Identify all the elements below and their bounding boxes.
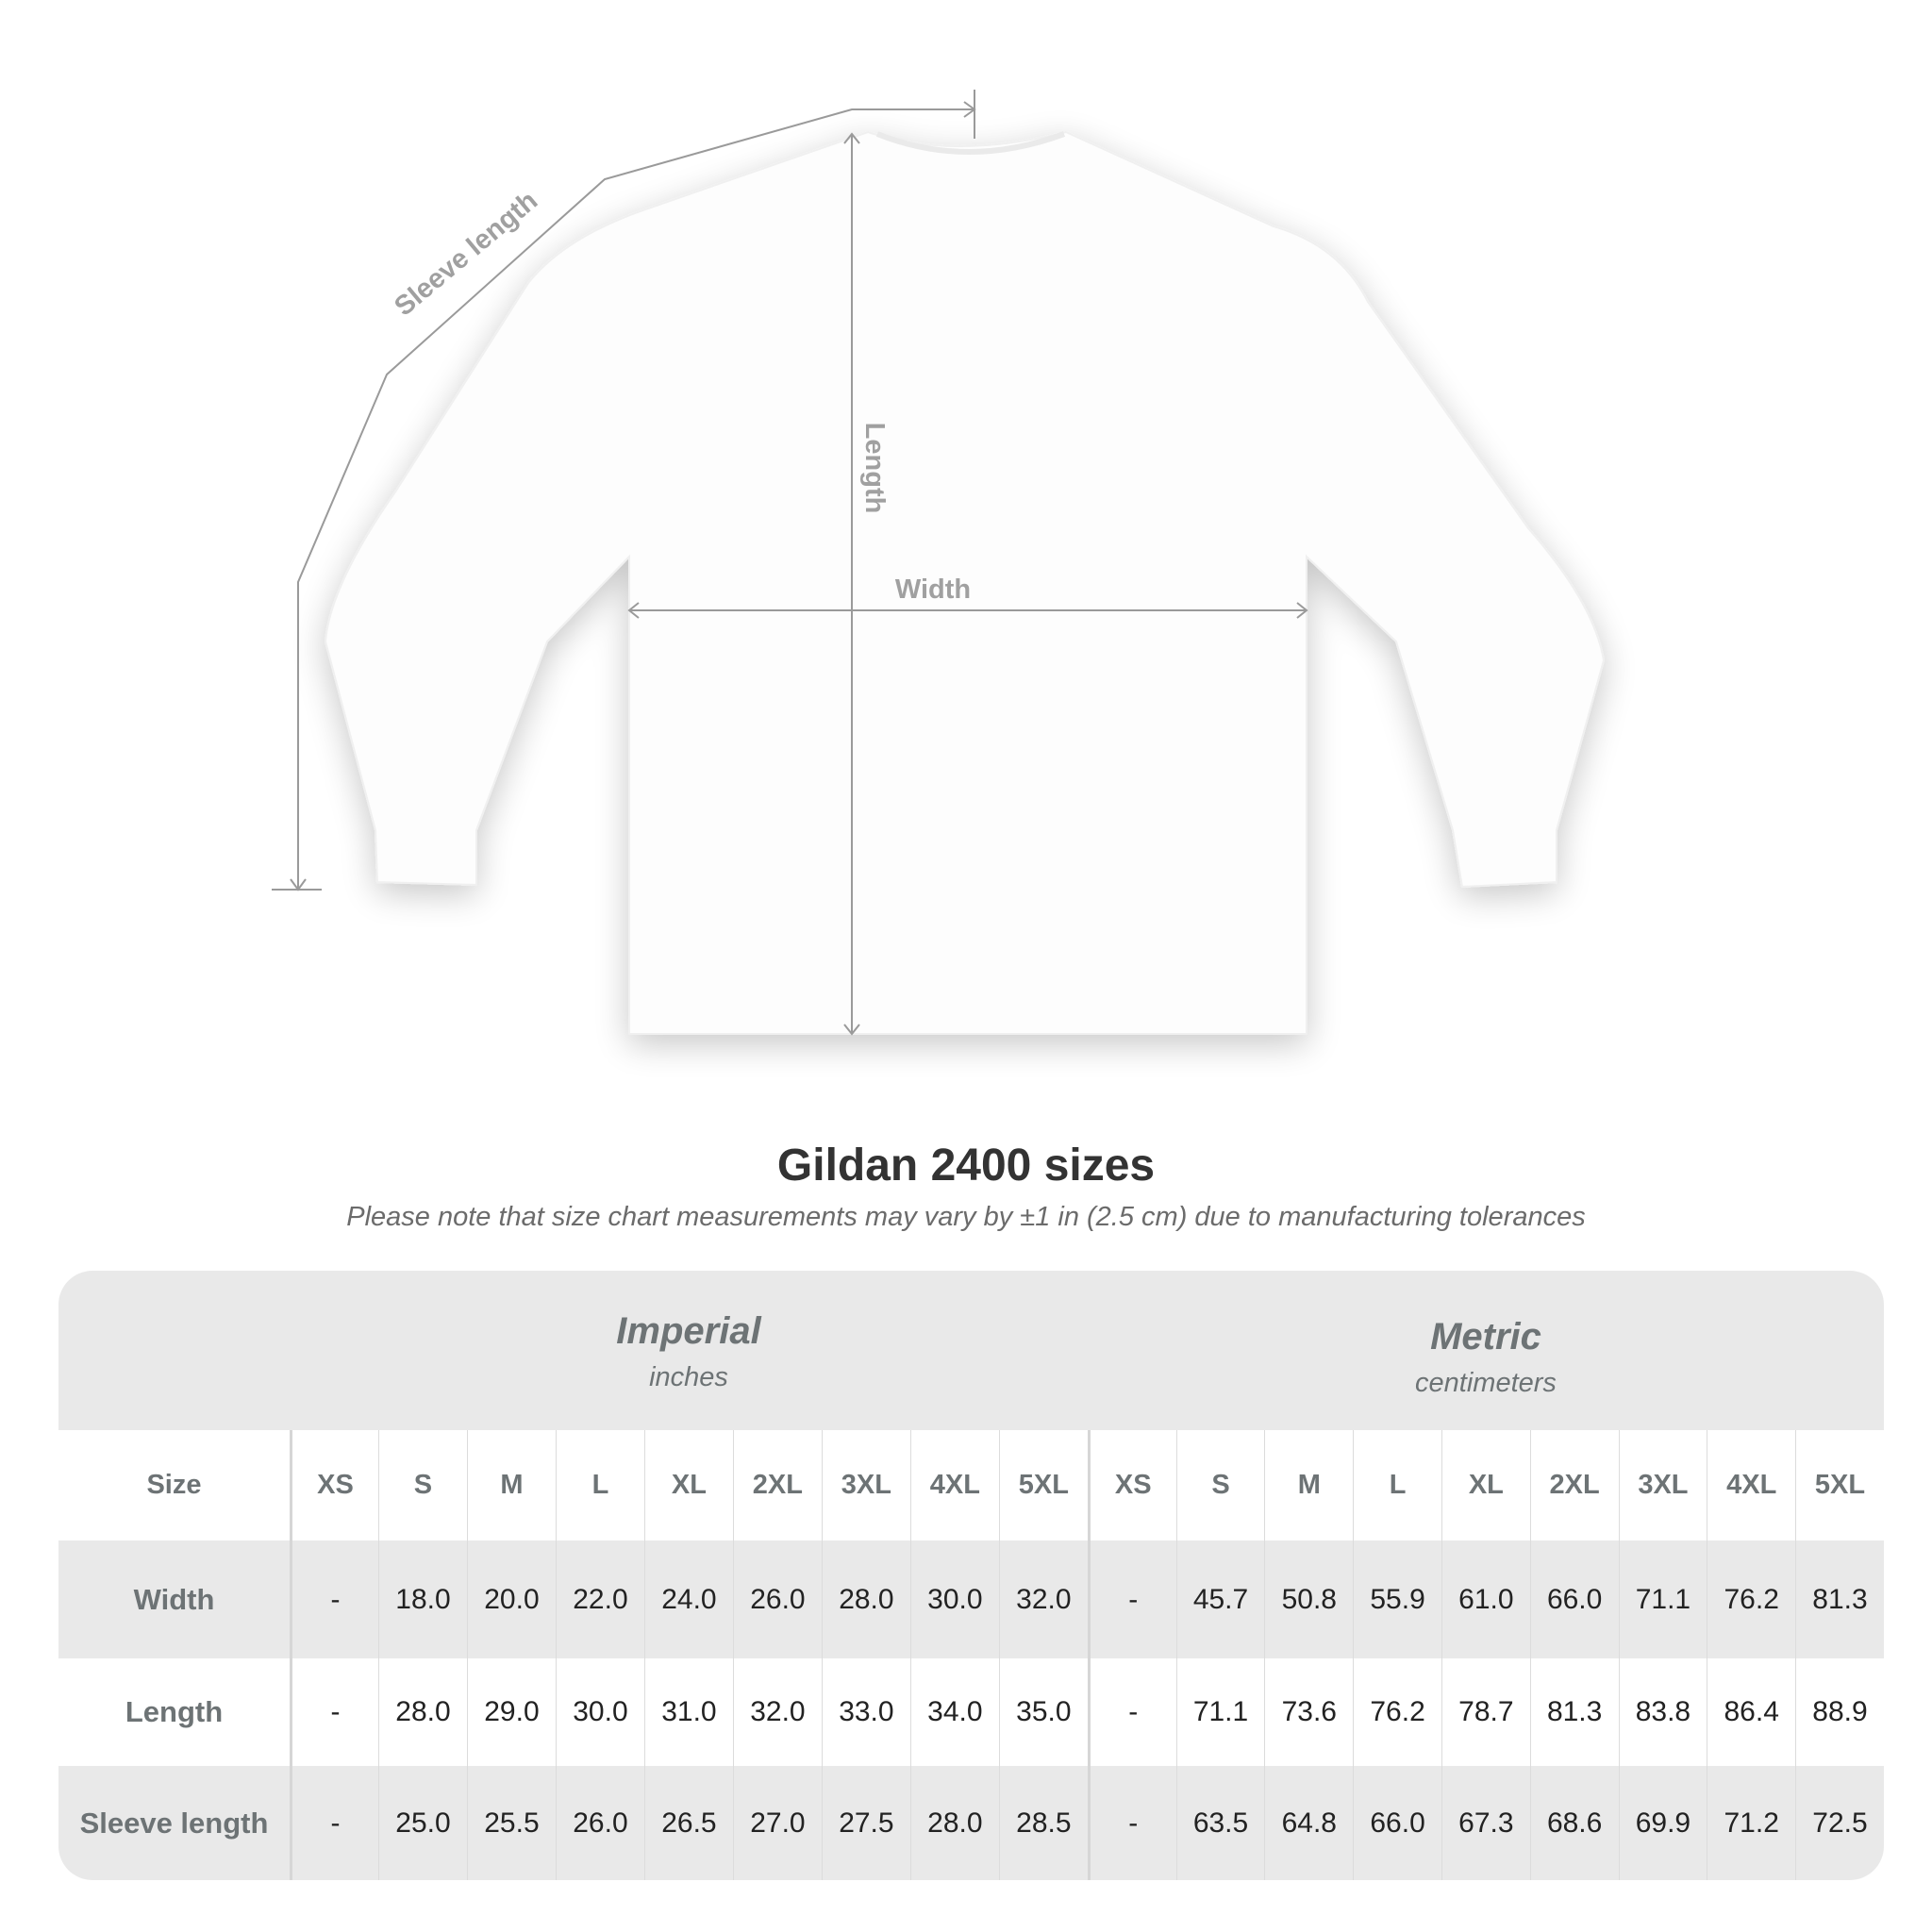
size-column-header: 3XL [1618, 1430, 1707, 1541]
table-cell: 29.0 [466, 1658, 556, 1766]
table-cell: 55.9 [1353, 1541, 1441, 1658]
size-column-header: 2XL [1529, 1430, 1619, 1541]
size-column-header: 4XL [1707, 1430, 1795, 1541]
table-cell: - [289, 1766, 378, 1880]
table-cell: 73.6 [1264, 1658, 1353, 1766]
table-cell: 67.3 [1441, 1766, 1530, 1880]
table-cell: 35.0 [998, 1658, 1088, 1766]
table-cell: 18.0 [377, 1541, 467, 1658]
table-cell: 86.4 [1707, 1658, 1795, 1766]
row-label: Width [133, 1582, 215, 1616]
table-cell: - [1087, 1541, 1176, 1658]
width-label: Width [895, 575, 971, 605]
table-cell: 61.0 [1441, 1541, 1530, 1658]
table-cell: 66.0 [1353, 1766, 1441, 1880]
table-cell: 81.3 [1795, 1541, 1884, 1658]
imperial-unit: inches [649, 1362, 728, 1392]
metric-unit: centimeters [1415, 1368, 1557, 1398]
length-label: Length [859, 423, 890, 514]
table-cell: 22.0 [555, 1541, 644, 1658]
metric-title: Metric [1430, 1316, 1541, 1357]
table-cell: 66.0 [1529, 1541, 1619, 1658]
size-column-header: L [555, 1430, 644, 1541]
imperial-title: Imperial [616, 1310, 761, 1352]
table-cell: 83.8 [1618, 1658, 1707, 1766]
size-column-header: 5XL [998, 1430, 1088, 1541]
size-column-header: XS [1087, 1430, 1176, 1541]
table-cell: 81.3 [1529, 1658, 1619, 1766]
size-column-header: S [377, 1430, 467, 1541]
size-column-header: M [466, 1430, 556, 1541]
table-cell: 26.5 [643, 1766, 733, 1880]
table-cell: 50.8 [1264, 1541, 1353, 1658]
table-cell: 76.2 [1353, 1658, 1441, 1766]
table-cell: - [289, 1658, 378, 1766]
table-cell: 76.2 [1707, 1541, 1795, 1658]
table-cell: 78.7 [1441, 1658, 1530, 1766]
table-cell: 63.5 [1175, 1766, 1265, 1880]
table-cell: 71.2 [1707, 1766, 1795, 1880]
size-column-header: S [1175, 1430, 1265, 1541]
long-sleeve-shirt [324, 130, 1606, 1035]
size-column-header: 4XL [909, 1430, 999, 1541]
table-cell: 26.0 [732, 1541, 822, 1658]
page-title: Gildan 2400 sizes [776, 1141, 1156, 1191]
table-cell: - [1087, 1658, 1176, 1766]
table-row: Width -18.0 20.0 22.0 24.0 26.0 28.0 30.0 32.0-4… [58, 1541, 1884, 1658]
table-cell: 71.1 [1618, 1541, 1707, 1658]
table-cell: 68.6 [1529, 1766, 1619, 1880]
table-cell: 69.9 [1618, 1766, 1707, 1880]
table-cell: 30.0 [555, 1658, 644, 1766]
table-cell: 28.5 [998, 1766, 1088, 1880]
size-column-header: XS [289, 1430, 378, 1541]
size-column-header: XL [643, 1430, 733, 1541]
table-cell: 30.0 [909, 1541, 999, 1658]
table-cell: 72.5 [1795, 1766, 1884, 1880]
table-row: Sleeve length -25.0 25.5 26.0 26.5 27.0 27.5 28… [58, 1766, 1884, 1880]
table-cell: 31.0 [643, 1658, 733, 1766]
table-cell: 32.0 [732, 1658, 822, 1766]
table-cell: 34.0 [909, 1658, 999, 1766]
size-header-row: Size XS S M L XL 2XL 3XL 4XL 5XL XS S M L XL 2XL 3XL 4XL 5… [58, 1430, 1884, 1541]
size-table: Imperial inches Metric centimeters Size X… [58, 1271, 1884, 1880]
table-row: Length -28.0 29.0 30.0 31.0 32.0 33.0 34.0 35.0-… [58, 1658, 1884, 1766]
table-cell: 88.9 [1795, 1658, 1884, 1766]
table-cell: 24.0 [643, 1541, 733, 1658]
tolerance-note: Please note that size chart measurements… [346, 1202, 1586, 1232]
size-column-header: L [1353, 1430, 1441, 1541]
table-cell: - [289, 1541, 378, 1658]
table-cell: 20.0 [466, 1541, 556, 1658]
table-cell: 26.0 [555, 1766, 644, 1880]
shirt-diagram: Sleeve length Length Width [272, 90, 1606, 1036]
table-cell: 71.1 [1175, 1658, 1265, 1766]
table-cell: - [1087, 1766, 1176, 1880]
table-cell: 28.0 [821, 1541, 910, 1658]
imperial-header: Imperial inches [290, 1310, 1088, 1470]
metric-header: Metric centimeters [1088, 1316, 1884, 1475]
table-cell: 27.0 [732, 1766, 822, 1880]
row-label: Sleeve length [79, 1806, 269, 1840]
table-cell: 25.0 [377, 1766, 467, 1880]
row-label: Length [125, 1695, 224, 1728]
measurement-lines [272, 90, 1308, 1036]
size-column-header: M [1264, 1430, 1353, 1541]
size-column-header: 2XL [732, 1430, 822, 1541]
table-cell: 45.7 [1175, 1541, 1265, 1658]
table-cell: 33.0 [821, 1658, 910, 1766]
size-column-header: 5XL [1795, 1430, 1884, 1541]
table-cell: 28.0 [909, 1766, 999, 1880]
sleeve-length-line [297, 108, 974, 890]
table-cell: 25.5 [466, 1766, 556, 1880]
table-cell: 32.0 [998, 1541, 1088, 1658]
table-cell: 27.5 [821, 1766, 910, 1880]
table-cell: 28.0 [377, 1658, 467, 1766]
table-cell: 64.8 [1264, 1766, 1353, 1880]
size-label: Size [146, 1470, 202, 1500]
size-column-header: 3XL [821, 1430, 910, 1541]
size-column-header: XL [1441, 1430, 1530, 1541]
